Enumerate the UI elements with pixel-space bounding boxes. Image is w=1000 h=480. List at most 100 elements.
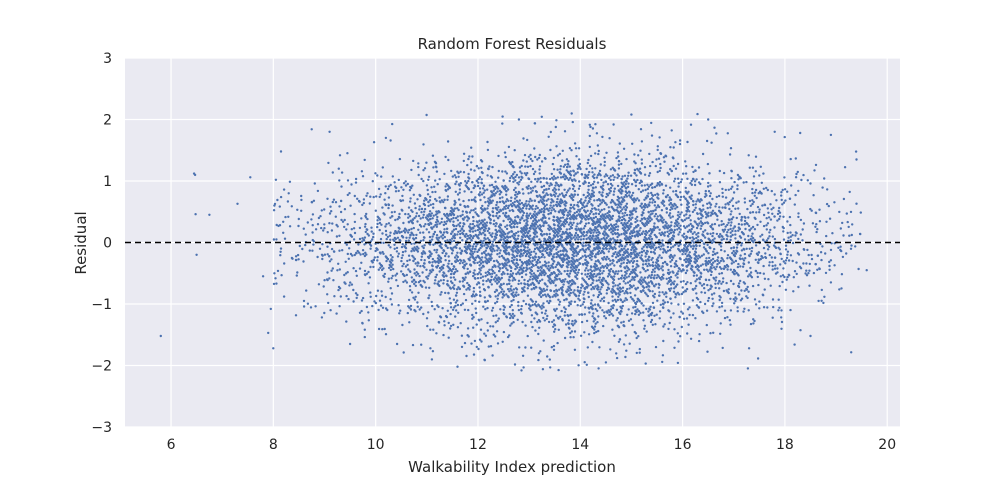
- data-point: [559, 315, 562, 318]
- data-point: [449, 306, 453, 309]
- data-point: [699, 275, 702, 278]
- data-point: [475, 311, 478, 315]
- data-point: [413, 216, 416, 220]
- data-point: [413, 298, 417, 301]
- data-point: [338, 249, 341, 252]
- data-point: [387, 185, 391, 188]
- data-point: [713, 260, 717, 263]
- data-point: [597, 304, 600, 307]
- data-point: [848, 234, 851, 237]
- data-point: [340, 218, 343, 222]
- data-point: [610, 198, 614, 202]
- data-point: [625, 213, 629, 217]
- data-point: [614, 284, 617, 287]
- data-point: [447, 255, 450, 258]
- data-point: [586, 161, 589, 165]
- data-point: [337, 288, 340, 292]
- data-point: [682, 236, 685, 239]
- data-point: [700, 254, 704, 257]
- data-point: [722, 267, 726, 271]
- data-point: [442, 282, 445, 285]
- data-point: [707, 211, 710, 214]
- data-point: [730, 218, 734, 221]
- data-point: [659, 162, 662, 166]
- data-point: [421, 285, 424, 288]
- data-point: [786, 250, 790, 253]
- data-point: [631, 257, 634, 260]
- data-point: [477, 318, 480, 321]
- data-point: [556, 341, 559, 345]
- data-point: [425, 268, 428, 271]
- data-point: [485, 221, 489, 224]
- data-point: [543, 263, 546, 267]
- data-point: [526, 334, 529, 338]
- data-point: [595, 253, 598, 256]
- data-point: [421, 245, 424, 248]
- data-point: [602, 269, 605, 273]
- data-point: [661, 354, 665, 357]
- data-point: [611, 299, 614, 302]
- data-point: [404, 180, 407, 183]
- data-point: [692, 237, 696, 241]
- data-point: [565, 169, 568, 172]
- data-point: [423, 203, 427, 207]
- data-point: [442, 200, 445, 204]
- data-point: [726, 223, 729, 227]
- data-point: [551, 262, 555, 265]
- data-point: [572, 336, 575, 339]
- data-point: [583, 235, 586, 238]
- data-point: [364, 230, 367, 234]
- data-point: [529, 191, 533, 194]
- data-point: [689, 267, 693, 270]
- data-point: [715, 202, 718, 206]
- data-point: [352, 300, 355, 303]
- data-point: [490, 253, 493, 256]
- data-point: [548, 217, 551, 220]
- data-point: [729, 297, 732, 300]
- data-point: [612, 259, 615, 263]
- data-point: [538, 165, 542, 168]
- data-point: [575, 225, 578, 228]
- data-point: [582, 201, 586, 204]
- data-point: [750, 235, 753, 238]
- data-point: [524, 202, 527, 205]
- data-point: [651, 290, 654, 293]
- data-point: [532, 250, 536, 253]
- data-point: [573, 193, 576, 196]
- data-point: [402, 351, 405, 354]
- data-point: [661, 306, 665, 309]
- data-point: [607, 301, 610, 305]
- data-point: [707, 252, 710, 255]
- data-point: [473, 169, 476, 172]
- data-point: [761, 204, 764, 207]
- data-point: [582, 227, 586, 230]
- data-point: [405, 236, 408, 239]
- data-point: [561, 253, 565, 256]
- data-point: [613, 264, 616, 267]
- data-point: [425, 161, 428, 164]
- data-point: [618, 311, 621, 314]
- data-point: [400, 270, 403, 273]
- data-point: [650, 237, 654, 241]
- data-point: [426, 188, 429, 192]
- data-point: [482, 239, 485, 242]
- data-point: [504, 155, 507, 159]
- data-point: [446, 195, 450, 198]
- data-point: [727, 291, 730, 295]
- data-point: [461, 213, 464, 216]
- data-point: [666, 245, 670, 249]
- data-point: [558, 193, 561, 196]
- data-point: [365, 305, 369, 309]
- data-point: [535, 235, 539, 238]
- data-point: [334, 201, 338, 204]
- data-point: [520, 312, 523, 315]
- data-point: [499, 249, 502, 252]
- data-point: [571, 253, 574, 256]
- data-point: [475, 345, 478, 349]
- data-point: [328, 212, 332, 215]
- data-point: [391, 122, 394, 126]
- data-point: [630, 230, 633, 233]
- data-point: [297, 217, 300, 221]
- data-point: [430, 300, 433, 304]
- data-point: [767, 245, 771, 248]
